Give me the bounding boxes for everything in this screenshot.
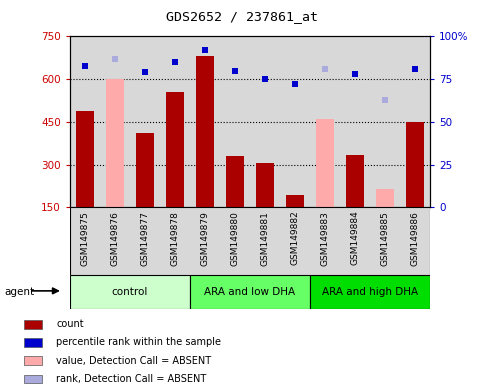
Text: ARA and high DHA: ARA and high DHA: [322, 287, 418, 297]
Text: agent: agent: [5, 287, 35, 297]
Text: GSM149880: GSM149880: [230, 211, 240, 266]
Bar: [196, 56, 214, 207]
Text: GSM149879: GSM149879: [200, 211, 210, 266]
Text: GSM149886: GSM149886: [411, 211, 419, 266]
Text: rank, Detection Call = ABSENT: rank, Detection Call = ABSENT: [56, 374, 206, 384]
Text: percentile rank within the sample: percentile rank within the sample: [56, 338, 221, 348]
FancyBboxPatch shape: [190, 275, 310, 309]
Bar: [256, 163, 274, 207]
Bar: [346, 155, 364, 207]
Text: GSM149885: GSM149885: [381, 211, 389, 266]
Text: GSM149876: GSM149876: [111, 211, 119, 266]
Bar: [166, 92, 184, 207]
Bar: [24, 356, 42, 365]
Bar: [24, 338, 42, 347]
Bar: [376, 189, 394, 207]
Bar: [24, 374, 42, 383]
Bar: [316, 119, 334, 207]
Text: control: control: [112, 287, 148, 297]
Bar: [286, 195, 304, 207]
Text: value, Detection Call = ABSENT: value, Detection Call = ABSENT: [56, 356, 211, 366]
Text: GSM149881: GSM149881: [260, 211, 270, 266]
Bar: [76, 111, 94, 207]
Text: count: count: [56, 319, 84, 329]
FancyBboxPatch shape: [70, 275, 190, 309]
Text: GSM149877: GSM149877: [141, 211, 150, 266]
Bar: [106, 79, 124, 207]
Text: GSM149878: GSM149878: [170, 211, 180, 266]
Text: GSM149882: GSM149882: [290, 211, 299, 265]
Text: GSM149875: GSM149875: [81, 211, 89, 266]
Bar: [136, 133, 154, 207]
Text: GSM149884: GSM149884: [350, 211, 359, 265]
Text: ARA and low DHA: ARA and low DHA: [204, 287, 296, 297]
Text: GSM149883: GSM149883: [320, 211, 329, 266]
Bar: [24, 320, 42, 329]
Bar: [406, 122, 424, 207]
Text: GDS2652 / 237861_at: GDS2652 / 237861_at: [166, 10, 317, 23]
FancyBboxPatch shape: [310, 275, 430, 309]
Bar: [226, 156, 244, 207]
